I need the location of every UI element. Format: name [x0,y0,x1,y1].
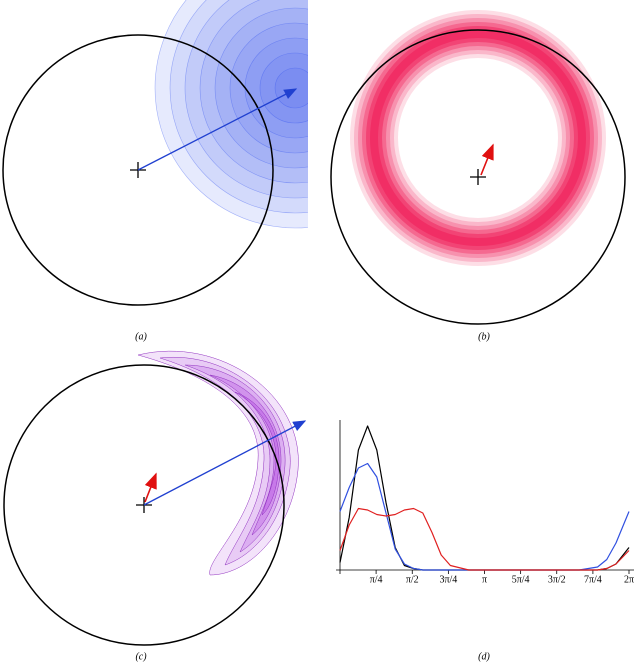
panel-label: (a) [135,331,147,342]
x-tick-label: π/4 [370,574,383,585]
line [339,425,630,571]
circle [330,29,626,325]
x-tick-label: 5π/4 [512,574,530,585]
panel-label: (b) [478,331,490,342]
arrow [480,143,494,176]
arrow [137,88,298,171]
arrow [144,472,157,503]
x-tick-label: π/2 [406,574,419,585]
x-tick-label: 3π/2 [548,574,566,585]
x-tick-label: 3π/4 [439,574,457,585]
panel-c [137,350,299,576]
arrow [143,420,307,506]
panel-a [154,0,308,229]
panel-b [350,10,606,266]
circle [3,364,285,646]
center-cross [470,169,486,185]
x-tick-label: 2π [624,574,634,585]
x-tick-label: π [482,574,487,585]
line [339,507,630,571]
line [339,462,630,571]
panel-label: (d) [478,651,490,662]
circle [2,34,274,306]
panel-label: (c) [135,651,147,662]
x-tick-label: 7π/4 [584,574,602,585]
